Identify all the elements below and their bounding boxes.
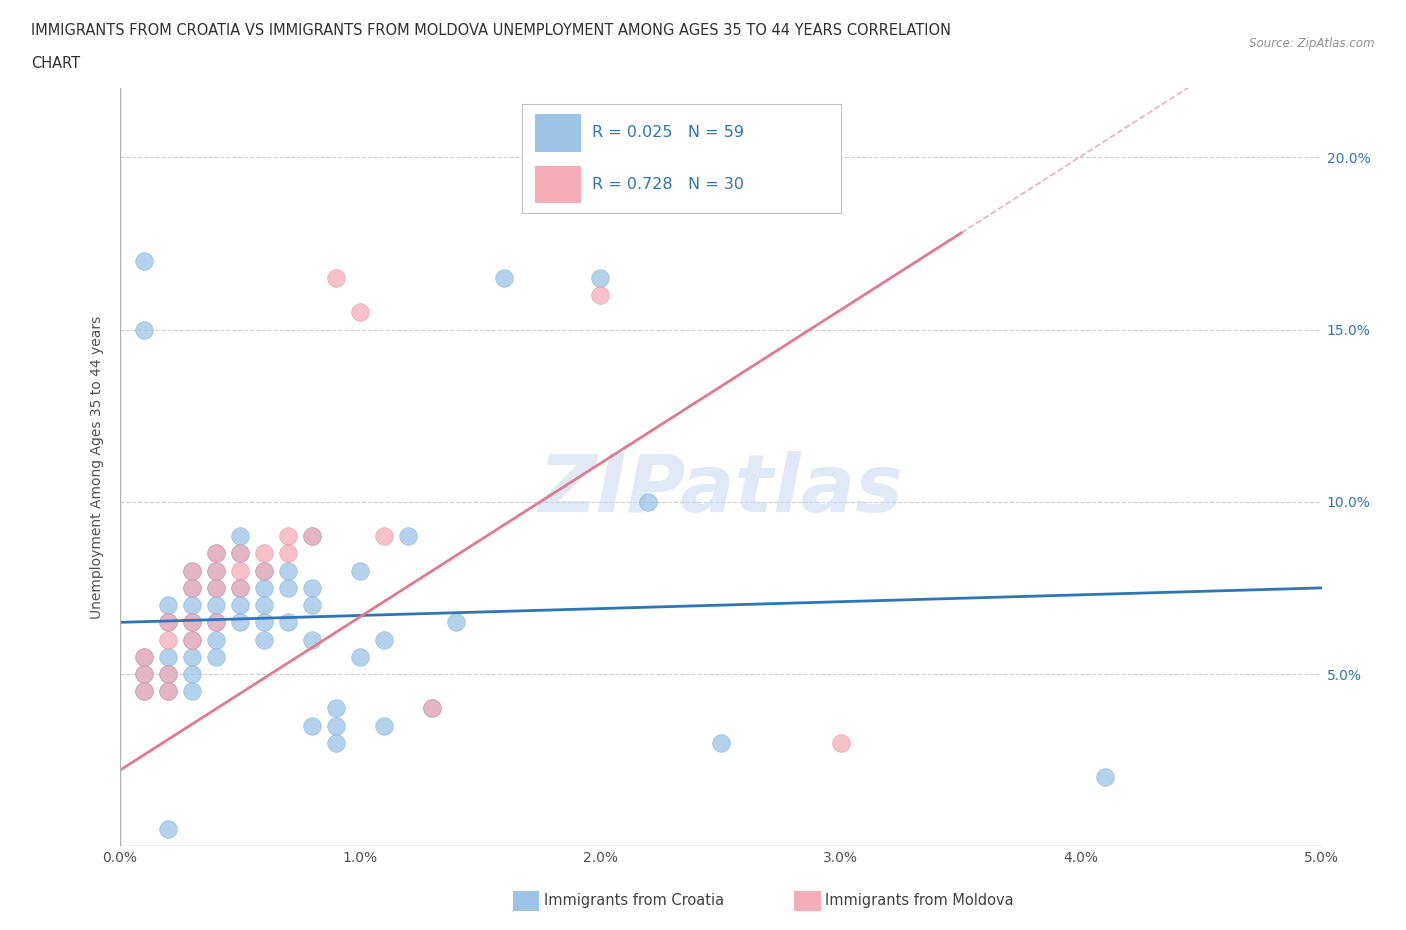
Point bbox=[180, 580, 202, 595]
Point bbox=[325, 701, 347, 716]
Point bbox=[156, 615, 179, 630]
Point bbox=[253, 564, 276, 578]
Point bbox=[325, 271, 347, 286]
Text: ZIPatlas: ZIPatlas bbox=[538, 451, 903, 529]
Point bbox=[132, 684, 155, 698]
Point bbox=[156, 598, 179, 613]
Point bbox=[253, 564, 276, 578]
Point bbox=[204, 546, 226, 561]
Point bbox=[156, 632, 179, 647]
Text: Immigrants from Moldova: Immigrants from Moldova bbox=[825, 893, 1014, 908]
Point bbox=[156, 615, 179, 630]
Text: IMMIGRANTS FROM CROATIA VS IMMIGRANTS FROM MOLDOVA UNEMPLOYMENT AMONG AGES 35 TO: IMMIGRANTS FROM CROATIA VS IMMIGRANTS FR… bbox=[31, 23, 950, 38]
Point bbox=[396, 529, 419, 544]
Point bbox=[180, 615, 202, 630]
Point bbox=[301, 632, 323, 647]
Point bbox=[444, 615, 467, 630]
Point bbox=[277, 546, 299, 561]
Point bbox=[228, 598, 252, 613]
Point bbox=[180, 580, 202, 595]
Point bbox=[180, 649, 202, 664]
Point bbox=[204, 564, 226, 578]
Point bbox=[277, 580, 299, 595]
Point bbox=[204, 632, 226, 647]
Point bbox=[420, 701, 443, 716]
Point bbox=[589, 287, 612, 302]
Text: Immigrants from Croatia: Immigrants from Croatia bbox=[544, 893, 724, 908]
Point bbox=[420, 701, 443, 716]
Point bbox=[373, 529, 395, 544]
Y-axis label: Unemployment Among Ages 35 to 44 years: Unemployment Among Ages 35 to 44 years bbox=[90, 315, 104, 619]
Point bbox=[156, 667, 179, 682]
Point bbox=[156, 821, 179, 836]
Point bbox=[156, 649, 179, 664]
Point bbox=[253, 598, 276, 613]
Point bbox=[228, 580, 252, 595]
Point bbox=[156, 684, 179, 698]
Point bbox=[228, 529, 252, 544]
Point bbox=[156, 684, 179, 698]
Point bbox=[301, 598, 323, 613]
Point bbox=[180, 564, 202, 578]
Point bbox=[349, 305, 371, 320]
Point bbox=[156, 667, 179, 682]
Point bbox=[637, 495, 659, 510]
Point bbox=[180, 615, 202, 630]
Point bbox=[228, 564, 252, 578]
Point bbox=[301, 580, 323, 595]
Point bbox=[301, 529, 323, 544]
Point bbox=[180, 632, 202, 647]
Point bbox=[253, 615, 276, 630]
Point bbox=[709, 736, 731, 751]
Point bbox=[132, 667, 155, 682]
Point bbox=[132, 253, 155, 268]
Point bbox=[180, 684, 202, 698]
Point bbox=[204, 580, 226, 595]
Point bbox=[180, 564, 202, 578]
Point bbox=[277, 529, 299, 544]
Point bbox=[204, 649, 226, 664]
Point bbox=[301, 718, 323, 733]
Point bbox=[277, 564, 299, 578]
Point bbox=[132, 322, 155, 337]
Point bbox=[204, 580, 226, 595]
Point bbox=[277, 615, 299, 630]
Point bbox=[204, 546, 226, 561]
Point bbox=[204, 615, 226, 630]
Point bbox=[494, 271, 516, 286]
Point bbox=[373, 632, 395, 647]
Point bbox=[180, 598, 202, 613]
Point bbox=[204, 564, 226, 578]
Point bbox=[349, 649, 371, 664]
Text: CHART: CHART bbox=[31, 56, 80, 71]
Point bbox=[325, 736, 347, 751]
Point bbox=[253, 546, 276, 561]
Point bbox=[325, 718, 347, 733]
Point bbox=[253, 632, 276, 647]
Text: Source: ZipAtlas.com: Source: ZipAtlas.com bbox=[1250, 37, 1375, 50]
Point bbox=[132, 649, 155, 664]
Point bbox=[180, 632, 202, 647]
Point bbox=[132, 649, 155, 664]
Point bbox=[637, 167, 659, 182]
Point bbox=[204, 615, 226, 630]
Point bbox=[373, 718, 395, 733]
Point bbox=[228, 546, 252, 561]
Point bbox=[132, 684, 155, 698]
Point bbox=[204, 598, 226, 613]
Point bbox=[349, 564, 371, 578]
Point bbox=[1094, 770, 1116, 785]
Point bbox=[180, 667, 202, 682]
Point bbox=[228, 546, 252, 561]
Point bbox=[228, 580, 252, 595]
Point bbox=[253, 580, 276, 595]
Point bbox=[301, 529, 323, 544]
Point bbox=[830, 736, 852, 751]
Point bbox=[589, 271, 612, 286]
Point bbox=[132, 667, 155, 682]
Point bbox=[228, 615, 252, 630]
